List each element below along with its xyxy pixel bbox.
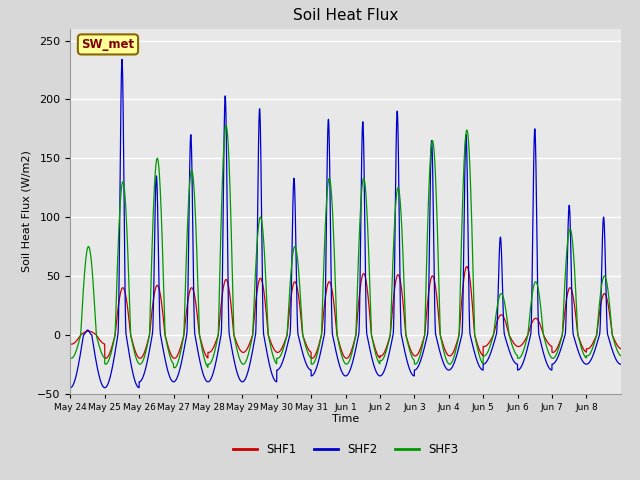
Line: SHF2: SHF2 (70, 60, 621, 388)
SHF1 (366, 314, 374, 320)
Title: Soil Heat Flux: Soil Heat Flux (293, 9, 398, 24)
SHF1 (538, 327, 546, 333)
SHF3 (396, 192, 403, 198)
SHF2 (180, 344, 188, 349)
SHF3 (222, 122, 230, 128)
SHF3 (538, 315, 546, 321)
Legend: SHF1, SHF2, SHF3: SHF1, SHF2, SHF3 (228, 438, 463, 461)
SHF3 (366, 291, 374, 297)
SHF3 (171, 365, 179, 371)
SHF1 (497, 312, 504, 318)
SHF3 (180, 310, 188, 315)
SHF2 (67, 385, 74, 391)
SHF2 (617, 361, 625, 367)
SHF1 (617, 346, 625, 351)
Line: SHF1: SHF1 (70, 266, 621, 358)
SHF1 (102, 355, 109, 361)
SHF2 (366, 347, 374, 352)
SHF2 (118, 57, 126, 62)
SHF2 (497, 234, 504, 240)
Line: SHF3: SHF3 (70, 125, 621, 368)
SHF3 (497, 291, 504, 297)
SHF3 (524, 333, 531, 339)
Text: SW_met: SW_met (81, 38, 134, 51)
SHF1 (463, 264, 470, 269)
SHF2 (396, 238, 403, 243)
Y-axis label: Soil Heat Flux (W/m2): Soil Heat Flux (W/m2) (22, 150, 32, 272)
SHF1 (396, 274, 403, 280)
X-axis label: Time: Time (332, 414, 359, 424)
SHF1 (524, 333, 531, 338)
SHF3 (67, 355, 74, 361)
SHF2 (524, 345, 531, 351)
SHF1 (67, 341, 74, 347)
SHF1 (180, 325, 188, 331)
SHF3 (617, 353, 625, 359)
SHF2 (538, 344, 545, 349)
